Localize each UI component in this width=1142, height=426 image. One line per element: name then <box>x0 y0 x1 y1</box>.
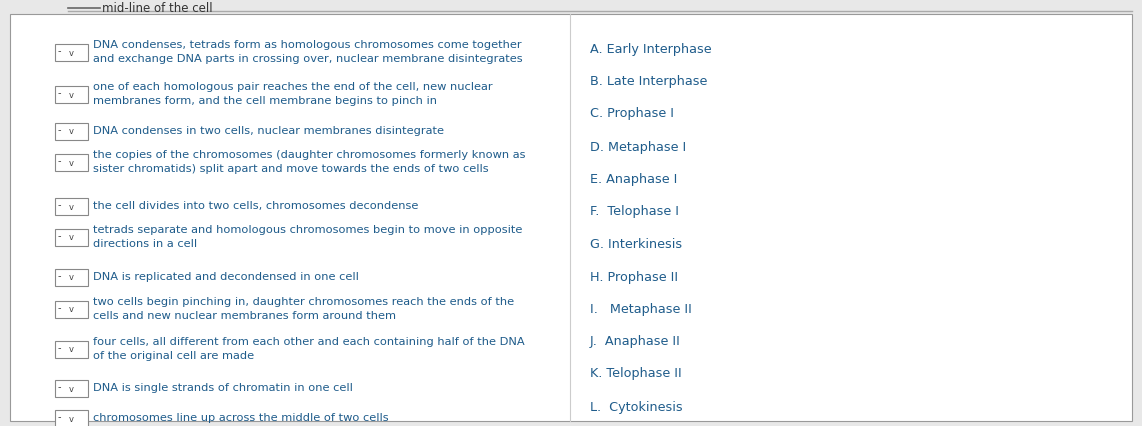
Text: v: v <box>69 90 74 100</box>
FancyBboxPatch shape <box>55 409 88 426</box>
Text: v: v <box>69 158 74 167</box>
Text: DNA condenses, tetrads form as homologous chromosomes come together: DNA condenses, tetrads form as homologou… <box>93 40 522 50</box>
Text: -: - <box>58 46 65 56</box>
FancyBboxPatch shape <box>55 198 88 215</box>
Text: -: - <box>58 200 65 210</box>
Text: DNA condenses in two cells, nuclear membranes disintegrate: DNA condenses in two cells, nuclear memb… <box>93 126 444 136</box>
Text: DNA is replicated and decondensed in one cell: DNA is replicated and decondensed in one… <box>93 272 359 282</box>
Text: -: - <box>58 412 65 422</box>
Text: sister chromatids) split apart and move towards the ends of two cells: sister chromatids) split apart and move … <box>93 164 489 174</box>
Text: E. Anaphase I: E. Anaphase I <box>590 173 677 185</box>
Text: L.  Cytokinesis: L. Cytokinesis <box>590 400 683 414</box>
FancyBboxPatch shape <box>55 340 88 357</box>
Text: -: - <box>58 271 65 281</box>
Text: C. Prophase I: C. Prophase I <box>590 107 674 121</box>
Text: -: - <box>58 303 65 313</box>
Text: membranes form, and the cell membrane begins to pinch in: membranes form, and the cell membrane be… <box>93 96 437 106</box>
Text: H. Prophase II: H. Prophase II <box>590 271 678 283</box>
Text: cells and new nuclear membranes form around them: cells and new nuclear membranes form aro… <box>93 311 396 321</box>
Text: mid-line of the cell: mid-line of the cell <box>102 2 212 14</box>
FancyBboxPatch shape <box>55 153 88 170</box>
Text: -: - <box>58 343 65 353</box>
FancyBboxPatch shape <box>55 43 88 60</box>
Text: v: v <box>69 127 74 136</box>
Text: B. Late Interphase: B. Late Interphase <box>590 75 707 89</box>
FancyBboxPatch shape <box>55 228 88 245</box>
Text: A. Early Interphase: A. Early Interphase <box>590 43 711 55</box>
Text: -: - <box>58 125 65 135</box>
FancyBboxPatch shape <box>55 123 88 139</box>
Text: v: v <box>69 385 74 394</box>
Text: I.   Metaphase II: I. Metaphase II <box>590 302 692 316</box>
Text: J.  Anaphase II: J. Anaphase II <box>590 336 681 348</box>
Text: v: v <box>69 233 74 242</box>
Text: v: v <box>69 202 74 211</box>
FancyBboxPatch shape <box>55 86 88 103</box>
Text: of the original cell are made: of the original cell are made <box>93 351 255 361</box>
Text: two cells begin pinching in, daughter chromosomes reach the ends of the: two cells begin pinching in, daughter ch… <box>93 297 514 307</box>
Text: v: v <box>69 414 74 423</box>
Text: DNA is single strands of chromatin in one cell: DNA is single strands of chromatin in on… <box>93 383 353 393</box>
Text: one of each homologous pair reaches the end of the cell, new nuclear: one of each homologous pair reaches the … <box>93 82 492 92</box>
Text: K. Telophase II: K. Telophase II <box>590 368 682 380</box>
Text: -: - <box>58 88 65 98</box>
Text: v: v <box>69 345 74 354</box>
Text: -: - <box>58 382 65 392</box>
Text: D. Metaphase I: D. Metaphase I <box>590 141 686 153</box>
FancyBboxPatch shape <box>55 300 88 317</box>
FancyBboxPatch shape <box>10 14 1132 421</box>
Text: G. Interkinesis: G. Interkinesis <box>590 238 682 250</box>
Text: tetrads separate and homologous chromosomes begin to move in opposite: tetrads separate and homologous chromoso… <box>93 225 522 235</box>
Text: four cells, all different from each other and each containing half of the DNA: four cells, all different from each othe… <box>93 337 524 347</box>
FancyBboxPatch shape <box>55 268 88 285</box>
Text: v: v <box>69 305 74 314</box>
Text: v: v <box>69 49 74 58</box>
FancyBboxPatch shape <box>55 380 88 397</box>
Text: the copies of the chromosomes (daughter chromosomes formerly known as: the copies of the chromosomes (daughter … <box>93 150 525 160</box>
Text: -: - <box>58 156 65 166</box>
Text: -: - <box>58 231 65 241</box>
Text: v: v <box>69 273 74 282</box>
Text: and exchange DNA parts in crossing over, nuclear membrane disintegrates: and exchange DNA parts in crossing over,… <box>93 54 523 64</box>
Text: chromosomes line up across the middle of two cells: chromosomes line up across the middle of… <box>93 413 388 423</box>
Text: the cell divides into two cells, chromosomes decondense: the cell divides into two cells, chromos… <box>93 201 418 211</box>
Text: directions in a cell: directions in a cell <box>93 239 198 249</box>
Text: F.  Telophase I: F. Telophase I <box>590 205 679 219</box>
